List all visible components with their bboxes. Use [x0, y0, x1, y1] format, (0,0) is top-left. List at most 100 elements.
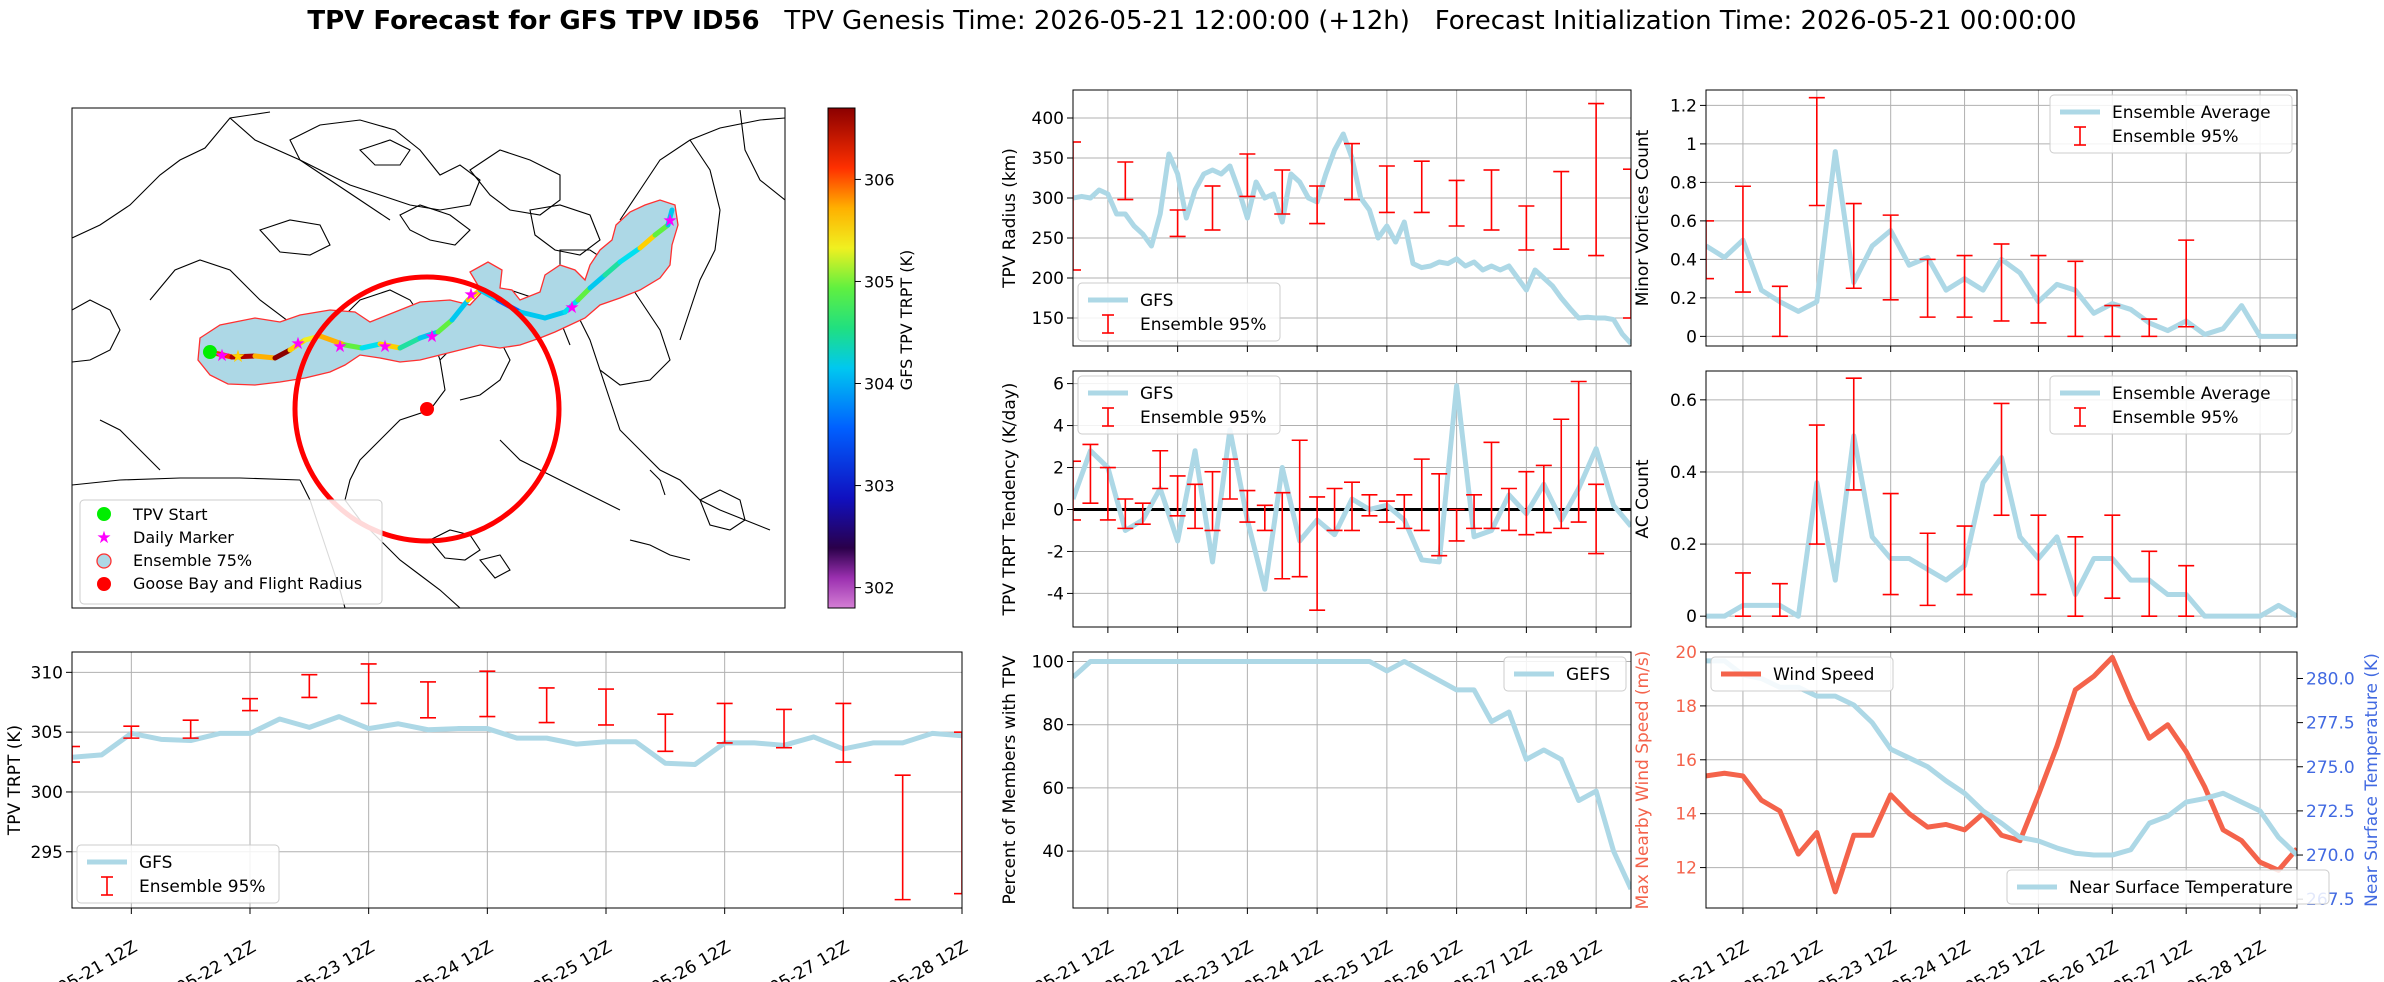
- error-bar: [2067, 536, 2084, 617]
- x-tick-label: 05-21 12Z: [55, 937, 141, 982]
- error-bar: [1734, 572, 1751, 617]
- error-bar: [1309, 496, 1326, 612]
- series-group: [1073, 380, 1631, 612]
- x-tick-label: 05-21 12Z: [1666, 937, 1752, 982]
- error-bar: [1239, 489, 1256, 523]
- y-right-axis-label: Near Surface Temperature (K): [2362, 653, 2382, 907]
- error-bar: [1993, 243, 2010, 322]
- legend: Ensemble Average Ensemble 95%: [2049, 375, 2293, 435]
- y-axis-label: TPV Radius (km): [1000, 148, 1020, 289]
- x-tick-label: 05-25 12Z: [1962, 937, 2048, 982]
- error-bar: [1882, 214, 1899, 301]
- error-bar: [2141, 318, 2158, 338]
- svg-text:★: ★: [662, 211, 677, 231]
- legend: GFS Ensemble 95%: [1077, 375, 1281, 435]
- series-group: [1706, 377, 2297, 619]
- error-bar: [1413, 160, 1430, 214]
- error-bar: [1239, 153, 1256, 198]
- error-bar: [1378, 500, 1395, 523]
- y-tick-label: 0.4: [1670, 250, 1697, 270]
- y-tick-label: 305: [31, 723, 63, 743]
- x-tick-label: 05-22 12Z: [173, 937, 259, 982]
- legend-label: Ensemble Average: [2112, 384, 2271, 404]
- series-group: [1073, 658, 1631, 891]
- y-tick-label: -4: [1047, 584, 1064, 604]
- svg-text:★: ★: [564, 298, 579, 318]
- error-bar: [1448, 179, 1465, 227]
- y-tick-label: 300: [31, 783, 63, 803]
- error-bar: [1570, 380, 1587, 523]
- y-tick-label: 250: [1032, 229, 1064, 249]
- legend-errorbar-swatch: [101, 876, 113, 896]
- y-axis-label: TPV TRPT Tendency (K/day): [1000, 383, 1020, 617]
- error-bar: [2030, 514, 2047, 596]
- error-bar: [123, 725, 140, 739]
- error-bar: [301, 673, 318, 699]
- error-bar: [1117, 498, 1134, 530]
- legend-label: Ensemble 95%: [1140, 408, 1267, 428]
- x-tick-label: 05-24 12Z: [1240, 937, 1326, 982]
- error-bar: [1361, 494, 1378, 517]
- svg-text:★: ★: [377, 337, 392, 357]
- y-right-tick-label: 272.5: [2306, 802, 2355, 822]
- error-bar: [1204, 185, 1221, 231]
- y-tick-label: 0: [1053, 500, 1064, 520]
- error-bar: [1378, 165, 1395, 214]
- colorbar-tick-label: 303: [864, 477, 895, 496]
- legend-label: GFS: [1140, 384, 1173, 404]
- x-tick-label: 05-23 12Z: [1814, 937, 1900, 982]
- map-legend-label-2: Ensemble 75%: [133, 551, 252, 570]
- error-bar: [1808, 424, 1825, 545]
- y-tick-label: 300: [1032, 189, 1064, 209]
- series-group: [1706, 96, 2297, 339]
- chart-minor: 0 0.2 0.4 0.6 0.8 1 1.2 Minor Vortices Count Ens…: [1633, 89, 2298, 352]
- y-tick-label: 400: [1032, 109, 1064, 129]
- y-tick-label: 14: [1675, 805, 1697, 825]
- error-bar: [1588, 102, 1605, 257]
- error-bar: [1919, 532, 1936, 607]
- error-bar: [72, 745, 80, 763]
- legend-errorbar-swatch: [1102, 314, 1114, 334]
- error-bar: [1466, 494, 1483, 530]
- error-bar: [1256, 504, 1273, 532]
- y-tick-label: 295: [31, 843, 63, 863]
- map-legend-label-1: Daily Marker: [133, 528, 234, 547]
- error-bar: [1845, 377, 1862, 491]
- error-bar: [1956, 254, 1973, 318]
- legend-errorbar-swatch: [2074, 407, 2086, 427]
- series-line-wind-speed: [1706, 654, 2297, 895]
- plot-frame: [71, 651, 963, 909]
- error-bar: [1082, 443, 1099, 504]
- error-bar: [2067, 260, 2084, 338]
- y-tick-label: 20: [1675, 643, 1697, 663]
- error-bar: [1169, 475, 1186, 517]
- error-bar: [894, 774, 911, 901]
- error-bar: [2030, 254, 2047, 324]
- colorbar: 306 305 304 303 302 GFS TPV TRPT (K): [827, 107, 916, 609]
- map-legend-label-3: Goose Bay and Flight Radius: [133, 574, 362, 593]
- x-tick-label: 05-22 12Z: [1101, 937, 1187, 982]
- y-tick-label: 16: [1675, 751, 1697, 771]
- series-line-gefs: [1073, 658, 1631, 891]
- x-tick-label: 05-27 12Z: [1450, 937, 1536, 982]
- error-bar: [835, 702, 852, 763]
- y-tick-label: 0.8: [1670, 173, 1697, 193]
- x-tick-label: 05-24 12Z: [1888, 937, 1974, 982]
- error-bar: [954, 731, 962, 895]
- svg-text:★: ★: [332, 337, 347, 357]
- legend-label: Near Surface Temperature: [2069, 878, 2293, 898]
- error-bar: [1518, 205, 1535, 251]
- error-bar: [1099, 466, 1116, 521]
- legend-label: Ensemble 95%: [2112, 127, 2239, 147]
- error-bar: [1221, 458, 1238, 500]
- legend-goose-bay-icon: [97, 577, 111, 591]
- colorbar-tick-label: 304: [864, 375, 895, 394]
- error-bar: [1073, 460, 1081, 521]
- colorbar-tick-label: 302: [864, 579, 895, 598]
- y-tick-label: 60: [1042, 779, 1064, 799]
- y-tick-label: 1: [1686, 135, 1697, 155]
- legend-label: Ensemble 95%: [1140, 315, 1267, 335]
- y-tick-label: 0.2: [1670, 535, 1697, 555]
- error-bar: [2104, 514, 2121, 599]
